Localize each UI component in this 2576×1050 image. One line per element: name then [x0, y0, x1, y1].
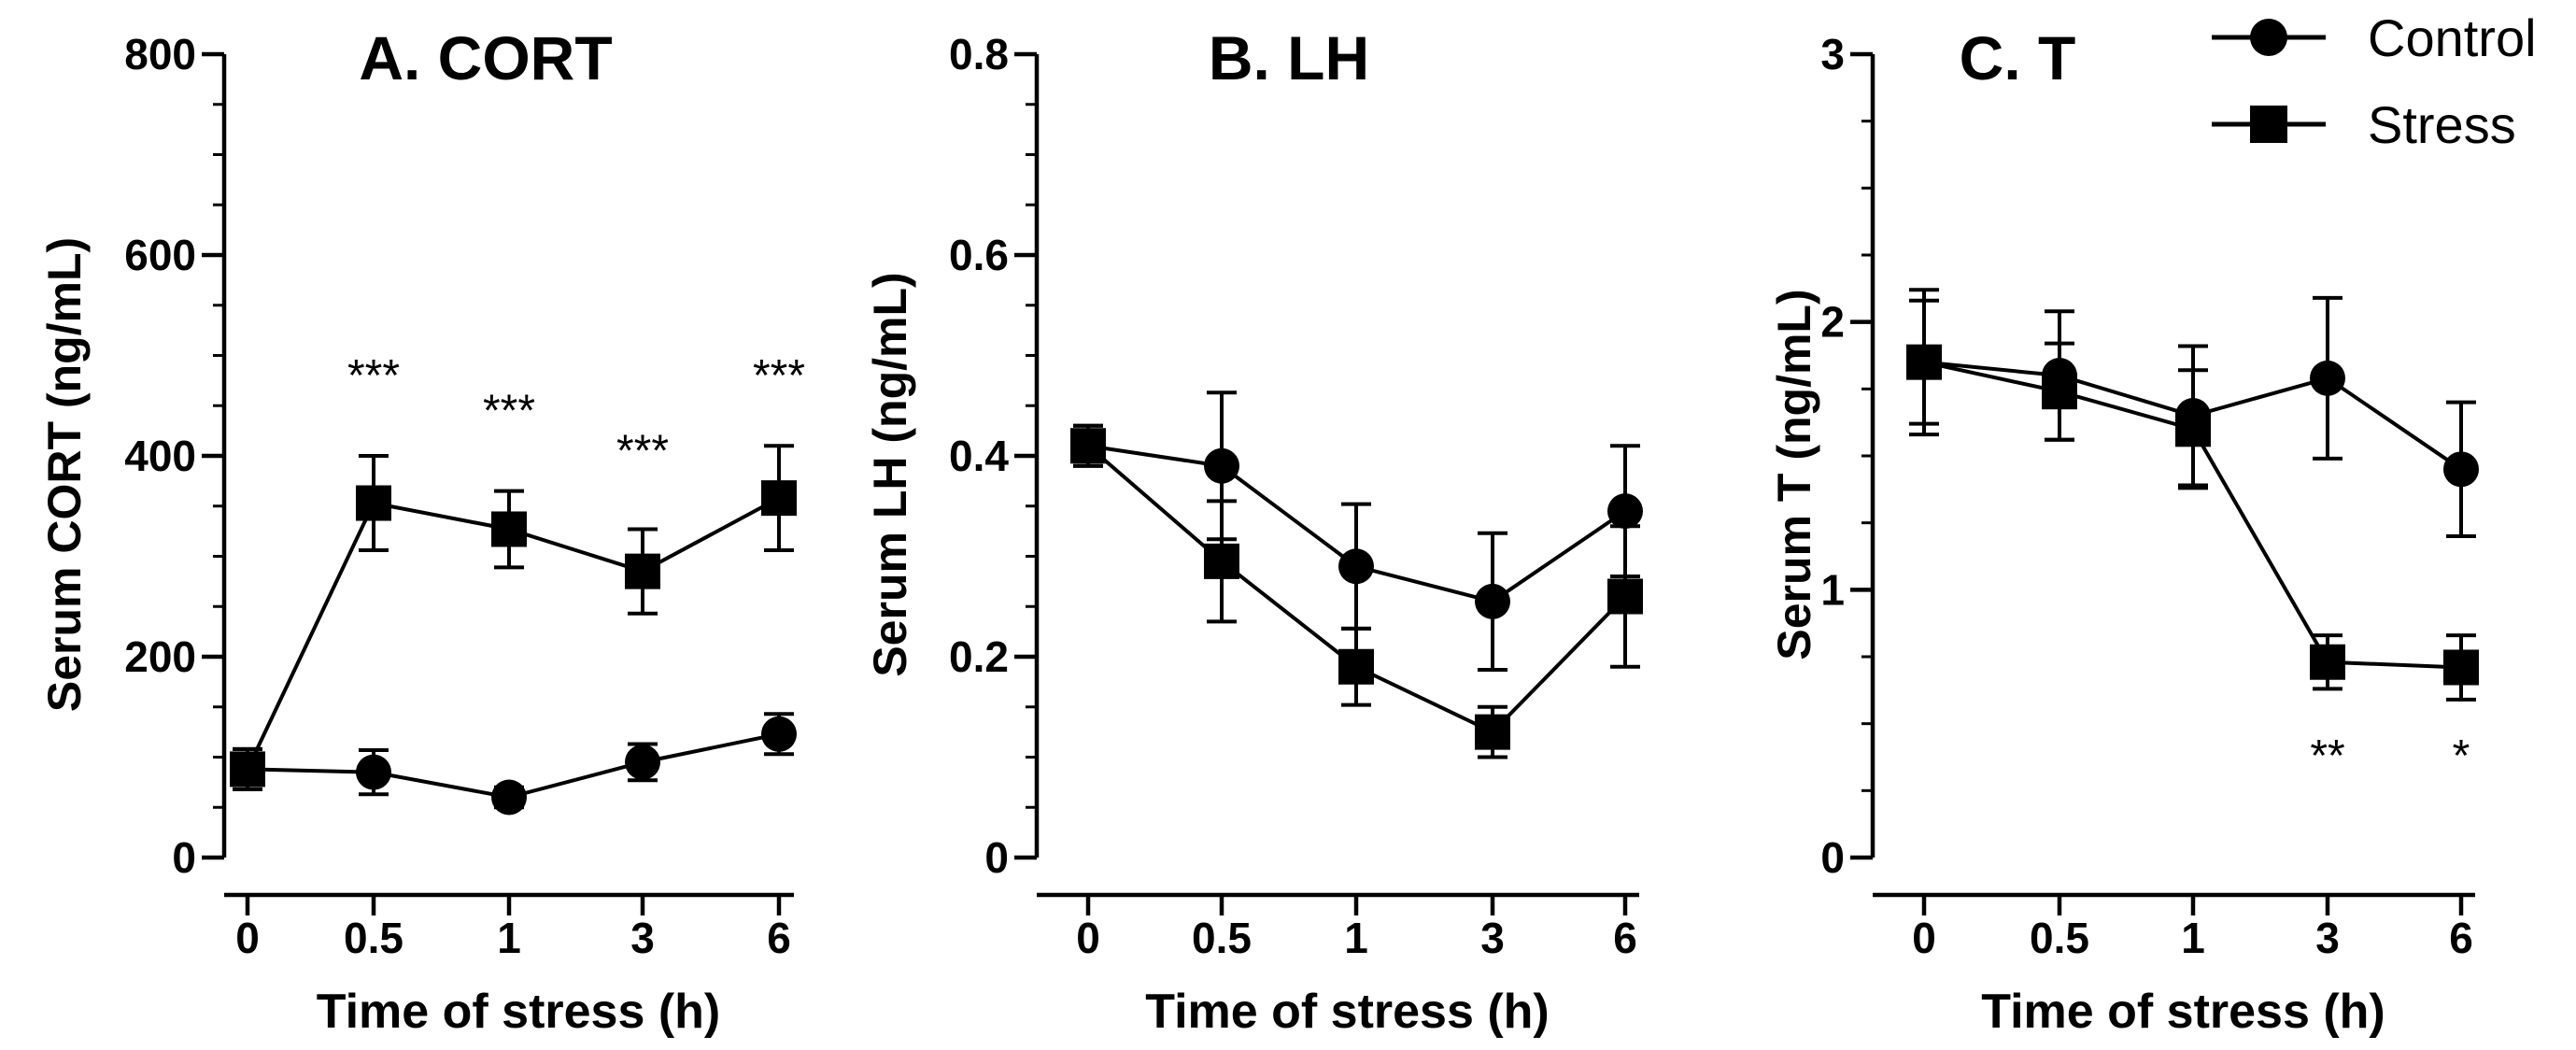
data-point-circle — [2443, 451, 2479, 488]
data-point-circle — [625, 744, 660, 780]
y-tick-label: 0.6 — [949, 231, 1009, 279]
x-tick-label: 0 — [235, 914, 260, 962]
data-point-circle — [1475, 583, 1510, 619]
y-tick-label: 0.4 — [949, 432, 1009, 480]
data-point-circle — [1607, 493, 1643, 530]
chart-title: C. T — [1960, 23, 2076, 92]
x-tick-label: 6 — [767, 914, 791, 962]
data-point-square — [1204, 543, 1239, 579]
x-tick-label: 0.5 — [2030, 914, 2089, 962]
y-tick-label: 0.8 — [949, 30, 1009, 78]
y-axis-label: Serum LH (ng/mL) — [864, 272, 916, 676]
data-point-square — [2443, 649, 2479, 686]
data-point-circle — [356, 754, 391, 790]
data-point-circle — [1906, 344, 1942, 380]
data-point-circle — [2042, 358, 2077, 393]
data-point-square — [491, 511, 527, 547]
x-tick-label: 3 — [1480, 914, 1505, 962]
x-tick-label: 6 — [2449, 914, 2473, 962]
x-axis-label: Time of stress (h) — [1981, 985, 2385, 1039]
series-control — [230, 712, 797, 816]
chart-title: A. CORT — [359, 23, 612, 92]
x-axis-label: Time of stress (h) — [1145, 985, 1549, 1039]
x-tick-label: 0.5 — [344, 914, 403, 962]
data-point-square — [761, 480, 797, 517]
significance-marker: *** — [347, 351, 400, 401]
chart-panel-3: C. T 0 1 2 3 0 0.5 1 3 6 Time of stress (h) Serum T… — [1768, 23, 2479, 1039]
legend-item-control: Control — [2212, 8, 2537, 67]
significance-marker: *** — [483, 387, 535, 436]
significance-marker: * — [2453, 731, 2470, 781]
y-axis-label: Serum T (ng/mL) — [1768, 289, 1820, 660]
chart-panel-2: B. LH 0 0.2 0.4 0.6 0.8 0 0.5 1 3 6 Time of stress … — [864, 23, 1643, 1039]
y-tick-label: 0 — [1820, 833, 1845, 882]
series-control — [1906, 295, 2479, 538]
y-axis-label: Serum CORT (ng/mL) — [38, 237, 91, 712]
legend: Control Stress — [2212, 8, 2537, 154]
data-point-circle — [2175, 398, 2211, 433]
y-tick-label: 600 — [124, 231, 196, 279]
data-point-square — [1338, 648, 1374, 685]
chart-panel-1: A. CORT 0 200 400 600 800 0 0.5 1 3 6 Time of stres… — [38, 23, 805, 1039]
data-point-circle — [761, 716, 797, 752]
y-tick-label: 800 — [124, 30, 196, 78]
legend-marker-circle — [2250, 19, 2287, 56]
x-tick-label: 1 — [1344, 914, 1368, 962]
significance-marker: *** — [616, 427, 669, 476]
data-point-square — [625, 553, 660, 589]
x-tick-label: 0 — [1912, 914, 1936, 962]
series-control — [1070, 390, 1643, 672]
y-tick-label: 0 — [984, 833, 1009, 882]
x-tick-label: 6 — [1613, 914, 1637, 962]
significance-marker: *** — [753, 351, 805, 401]
x-tick-label: 0 — [1076, 914, 1100, 962]
x-tick-label: 1 — [497, 914, 521, 962]
series-stress — [230, 444, 797, 791]
data-point-circle — [1070, 428, 1106, 464]
data-point-square — [1475, 714, 1510, 750]
y-tick-label: 0.2 — [949, 632, 1009, 681]
series-stress — [1070, 423, 1643, 759]
data-point-square — [356, 485, 391, 521]
y-tick-label: 3 — [1820, 30, 1845, 78]
data-point-square — [2310, 644, 2345, 680]
x-axis-label: Time of stress (h) — [317, 985, 720, 1039]
data-point-square — [1607, 578, 1643, 615]
data-point-circle — [2310, 360, 2345, 396]
x-tick-label: 1 — [2181, 914, 2205, 962]
x-tick-label: 3 — [630, 914, 655, 962]
y-tick-label: 400 — [124, 432, 196, 480]
data-point-circle — [1204, 447, 1239, 484]
y-tick-label: 1 — [1820, 565, 1845, 614]
legend-label: Stress — [2368, 95, 2516, 154]
data-point-circle — [1338, 548, 1374, 585]
chart-title: B. LH — [1209, 23, 1369, 92]
data-point-circle — [491, 779, 527, 816]
y-tick-label: 0 — [172, 833, 196, 882]
legend-label: Control — [2368, 8, 2537, 67]
x-tick-label: 3 — [2315, 914, 2340, 962]
y-tick-label: 2 — [1820, 298, 1845, 347]
legend-item-stress: Stress — [2212, 95, 2516, 154]
x-tick-label: 0.5 — [1192, 914, 1252, 962]
significance-marker: ** — [2310, 731, 2344, 781]
y-tick-label: 200 — [124, 632, 196, 681]
legend-marker-square — [2250, 106, 2287, 143]
data-point-circle — [230, 751, 265, 788]
